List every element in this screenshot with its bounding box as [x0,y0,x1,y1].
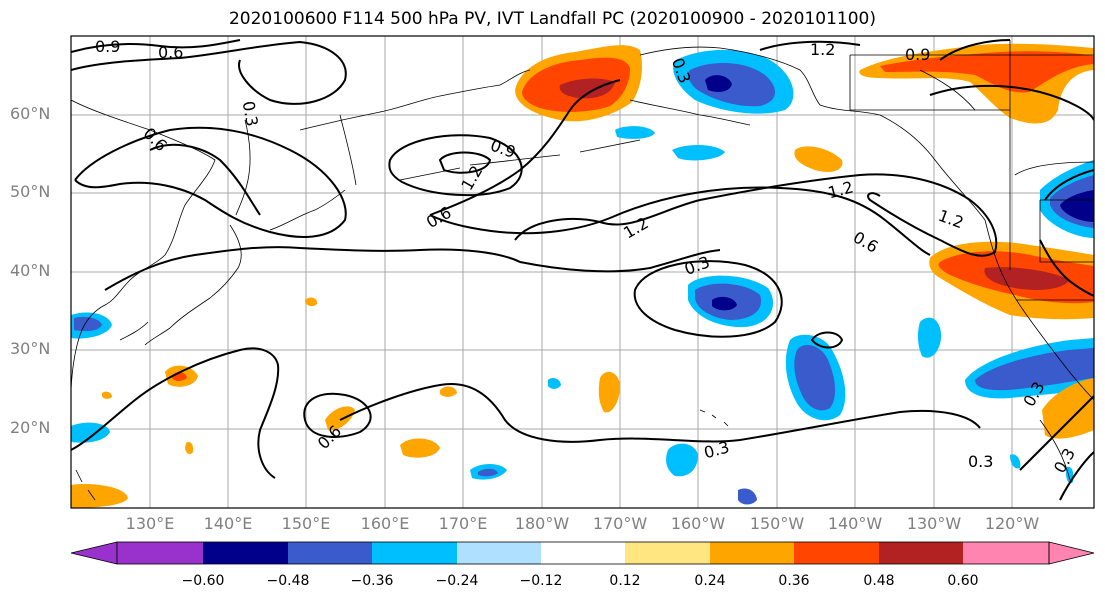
colorbar-swatch [625,542,710,564]
lon-label: 130°E [125,514,175,533]
colorbar-tick-label: 0.60 [947,573,979,589]
contour-label: 0.3 [1050,445,1079,477]
lat-label: 40°N [10,261,51,280]
colorbar-outline [116,541,1050,565]
colorbar-swatch [372,542,457,564]
lon-label: 170°W [592,514,648,533]
lon-label: 130°W [906,514,962,533]
contour-label: 1.2 [936,206,966,233]
contour-label: 0.6 [158,43,183,62]
colorbar-swatch [203,542,288,564]
pv-contours [71,39,1094,501]
lon-label: 160°W [670,514,726,533]
colorbar-swatch [710,542,794,564]
lon-label: 170°E [438,514,488,533]
colorbar-swatch [117,542,203,564]
lon-label: 160°E [360,514,410,533]
colorbar-tick-label: 0.48 [863,573,895,589]
colorbar-swatch [288,542,372,564]
lon-label: 140°W [827,514,883,533]
contour-label: 1.2 [457,162,486,194]
colorbar-swatch [963,542,1049,564]
colorbar-tick-label: −0.60 [181,573,225,589]
colorbar-tick-label: 0.12 [609,573,641,589]
lat-label: 50°N [10,182,51,201]
lat-label: 60°N [10,104,51,123]
contour-label: 0.9 [95,37,120,56]
lat-label: 30°N [10,339,51,358]
colorbar-swatch [794,542,879,564]
lon-label: 140°E [203,514,253,533]
lon-label: 120°W [984,514,1040,533]
colorbar-swatch [879,542,963,564]
colorbar [70,541,1095,565]
colorbar-tick-label: −0.24 [435,573,479,589]
lon-label: 180°W [514,514,570,533]
colorbar-swatch [541,542,625,564]
colorbar-tick-label: −0.12 [519,573,563,589]
colorbar-tick-label: −0.36 [350,573,394,589]
map-field: 0.9 0.6 0.3 0.6 0.9 1.2 0.6 1.2 1.2 1.2 … [71,36,1094,508]
contour-label: 0.3 [239,100,262,128]
colorbar-swatch [457,542,541,564]
colorbar-tick-label: 0.36 [778,573,810,589]
coastlines [71,40,1094,501]
lon-label: 150°W [749,514,805,533]
colorbar-extend-high [1048,541,1095,565]
ivt-anomaly-fills [71,43,1094,508]
contour-label: 0.3 [968,452,993,471]
map-frame [70,35,1095,509]
colorbar-extend-low [70,541,118,565]
contour-label: 1.2 [810,40,835,59]
contour-label: 0.9 [488,135,518,162]
contour-label: 1.2 [826,177,856,202]
lon-label: 150°E [281,514,331,533]
lat-label: 20°N [10,418,51,437]
contour-label: 0.9 [905,45,930,64]
map-title: 2020100600 F114 500 hPa PV, IVT Landfall… [228,9,876,29]
contour-label: 0.3 [682,252,712,279]
colorbar-tick-label: 0.24 [694,573,726,589]
colorbar-tick-label: −0.48 [266,573,310,589]
